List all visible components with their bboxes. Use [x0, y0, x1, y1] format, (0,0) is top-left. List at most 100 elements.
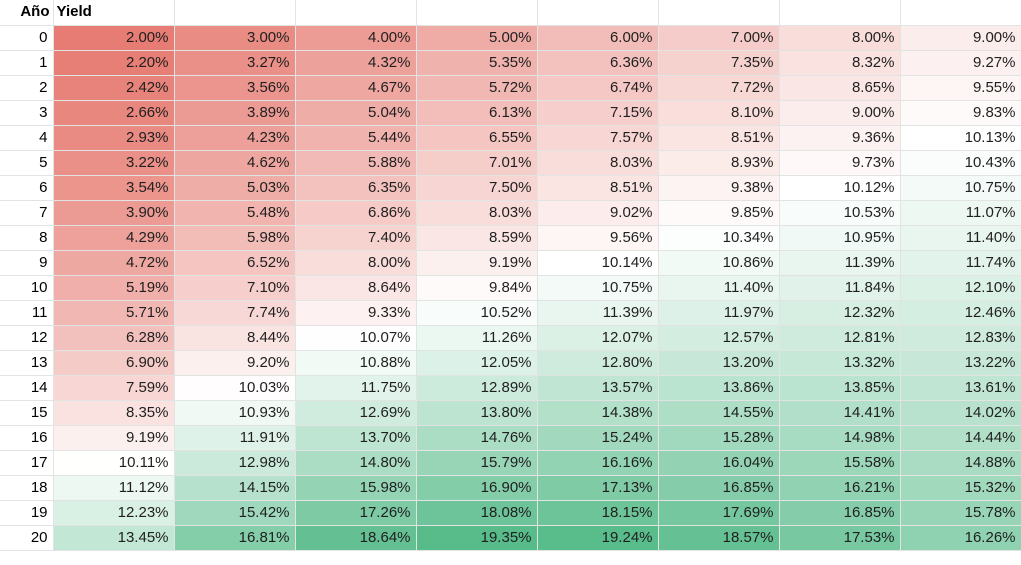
yield-cell[interactable]: 17.53%	[779, 525, 901, 551]
yield-cell[interactable]: 13.22%	[900, 350, 1021, 376]
yield-cell[interactable]: 12.80%	[537, 350, 659, 376]
yield-cell[interactable]: 10.88%	[295, 350, 417, 376]
year-cell[interactable]: 11	[0, 300, 54, 326]
year-cell[interactable]: 10	[0, 275, 54, 301]
yield-cell[interactable]: 12.98%	[174, 450, 296, 476]
yield-cell[interactable]: 7.59%	[53, 375, 175, 401]
yield-header-cell[interactable]: Yield	[53, 0, 175, 26]
yield-cell[interactable]: 6.28%	[53, 325, 175, 351]
yield-cell[interactable]: 11.07%	[900, 200, 1021, 226]
yield-cell[interactable]: 14.76%	[416, 425, 538, 451]
yield-cell[interactable]: 17.13%	[537, 475, 659, 501]
yield-cell[interactable]: 6.55%	[416, 125, 538, 151]
yield-cell[interactable]: 7.15%	[537, 100, 659, 126]
yield-cell[interactable]: 9.83%	[900, 100, 1021, 126]
yield-cell[interactable]: 15.32%	[900, 475, 1021, 501]
yield-cell[interactable]: 15.79%	[416, 450, 538, 476]
yield-cell[interactable]: 12.46%	[900, 300, 1021, 326]
yield-cell[interactable]: 8.64%	[295, 275, 417, 301]
yield-cell[interactable]: 16.81%	[174, 525, 296, 551]
yield-cell[interactable]: 12.83%	[900, 325, 1021, 351]
yield-cell[interactable]: 10.52%	[416, 300, 538, 326]
yield-cell[interactable]: 8.59%	[416, 225, 538, 251]
year-header-cell[interactable]: Año	[0, 0, 54, 26]
yield-cell[interactable]: 8.32%	[779, 50, 901, 76]
yield-cell[interactable]: 6.74%	[537, 75, 659, 101]
yield-cell[interactable]: 7.10%	[174, 275, 296, 301]
yield-cell[interactable]: 11.74%	[900, 250, 1021, 276]
yield-cell[interactable]: 11.26%	[416, 325, 538, 351]
yield-cell[interactable]: 14.02%	[900, 400, 1021, 426]
yield-cell[interactable]: 16.26%	[900, 525, 1021, 551]
yield-cell[interactable]: 11.40%	[900, 225, 1021, 251]
yield-cell[interactable]: 4.62%	[174, 150, 296, 176]
yield-cell[interactable]: 11.84%	[779, 275, 901, 301]
yield-cell[interactable]: 10.53%	[779, 200, 901, 226]
year-cell[interactable]: 8	[0, 225, 54, 251]
year-cell[interactable]: 13	[0, 350, 54, 376]
yield-cell[interactable]: 7.00%	[658, 25, 780, 51]
yield-cell[interactable]: 17.26%	[295, 500, 417, 526]
yield-cell[interactable]: 5.03%	[174, 175, 296, 201]
yield-cell[interactable]: 3.22%	[53, 150, 175, 176]
yield-cell[interactable]: 9.33%	[295, 300, 417, 326]
yield-cell[interactable]: 10.43%	[900, 150, 1021, 176]
yield-cell[interactable]: 14.44%	[900, 425, 1021, 451]
yield-cell[interactable]: 15.28%	[658, 425, 780, 451]
yield-cell[interactable]: 13.85%	[779, 375, 901, 401]
yield-cell[interactable]: 10.75%	[537, 275, 659, 301]
year-cell[interactable]: 17	[0, 450, 54, 476]
yield-cell[interactable]: 19.24%	[537, 525, 659, 551]
yield-cell[interactable]: 7.01%	[416, 150, 538, 176]
empty-header-cell[interactable]	[174, 0, 296, 26]
yield-cell[interactable]: 3.90%	[53, 200, 175, 226]
yield-cell[interactable]: 3.54%	[53, 175, 175, 201]
yield-cell[interactable]: 8.65%	[779, 75, 901, 101]
yield-cell[interactable]: 13.70%	[295, 425, 417, 451]
yield-cell[interactable]: 6.52%	[174, 250, 296, 276]
year-cell[interactable]: 16	[0, 425, 54, 451]
yield-cell[interactable]: 2.93%	[53, 125, 175, 151]
yield-cell[interactable]: 10.75%	[900, 175, 1021, 201]
yield-cell[interactable]: 9.00%	[900, 25, 1021, 51]
yield-cell[interactable]: 5.19%	[53, 275, 175, 301]
yield-cell[interactable]: 2.42%	[53, 75, 175, 101]
yield-cell[interactable]: 10.13%	[900, 125, 1021, 151]
yield-cell[interactable]: 13.80%	[416, 400, 538, 426]
yield-cell[interactable]: 11.75%	[295, 375, 417, 401]
yield-cell[interactable]: 16.85%	[779, 500, 901, 526]
yield-cell[interactable]: 5.00%	[416, 25, 538, 51]
yield-cell[interactable]: 2.66%	[53, 100, 175, 126]
yield-cell[interactable]: 9.36%	[779, 125, 901, 151]
yield-cell[interactable]: 13.61%	[900, 375, 1021, 401]
yield-cell[interactable]: 6.00%	[537, 25, 659, 51]
year-cell[interactable]: 19	[0, 500, 54, 526]
yield-cell[interactable]: 10.12%	[779, 175, 901, 201]
yield-cell[interactable]: 5.88%	[295, 150, 417, 176]
yield-cell[interactable]: 3.00%	[174, 25, 296, 51]
yield-cell[interactable]: 15.98%	[295, 475, 417, 501]
yield-cell[interactable]: 15.78%	[900, 500, 1021, 526]
empty-header-cell[interactable]	[416, 0, 538, 26]
yield-cell[interactable]: 8.10%	[658, 100, 780, 126]
yield-cell[interactable]: 12.23%	[53, 500, 175, 526]
yield-cell[interactable]: 10.93%	[174, 400, 296, 426]
yield-cell[interactable]: 14.38%	[537, 400, 659, 426]
year-cell[interactable]: 20	[0, 525, 54, 551]
yield-cell[interactable]: 9.20%	[174, 350, 296, 376]
yield-cell[interactable]: 14.98%	[779, 425, 901, 451]
empty-header-cell[interactable]	[779, 0, 901, 26]
yield-cell[interactable]: 11.39%	[779, 250, 901, 276]
yield-cell[interactable]: 5.44%	[295, 125, 417, 151]
yield-cell[interactable]: 8.35%	[53, 400, 175, 426]
year-cell[interactable]: 3	[0, 100, 54, 126]
yield-cell[interactable]: 15.58%	[779, 450, 901, 476]
year-cell[interactable]: 14	[0, 375, 54, 401]
yield-cell[interactable]: 8.44%	[174, 325, 296, 351]
yield-cell[interactable]: 9.73%	[779, 150, 901, 176]
empty-header-cell[interactable]	[295, 0, 417, 26]
yield-cell[interactable]: 13.57%	[537, 375, 659, 401]
yield-cell[interactable]: 4.00%	[295, 25, 417, 51]
yield-cell[interactable]: 13.86%	[658, 375, 780, 401]
yield-cell[interactable]: 8.03%	[537, 150, 659, 176]
